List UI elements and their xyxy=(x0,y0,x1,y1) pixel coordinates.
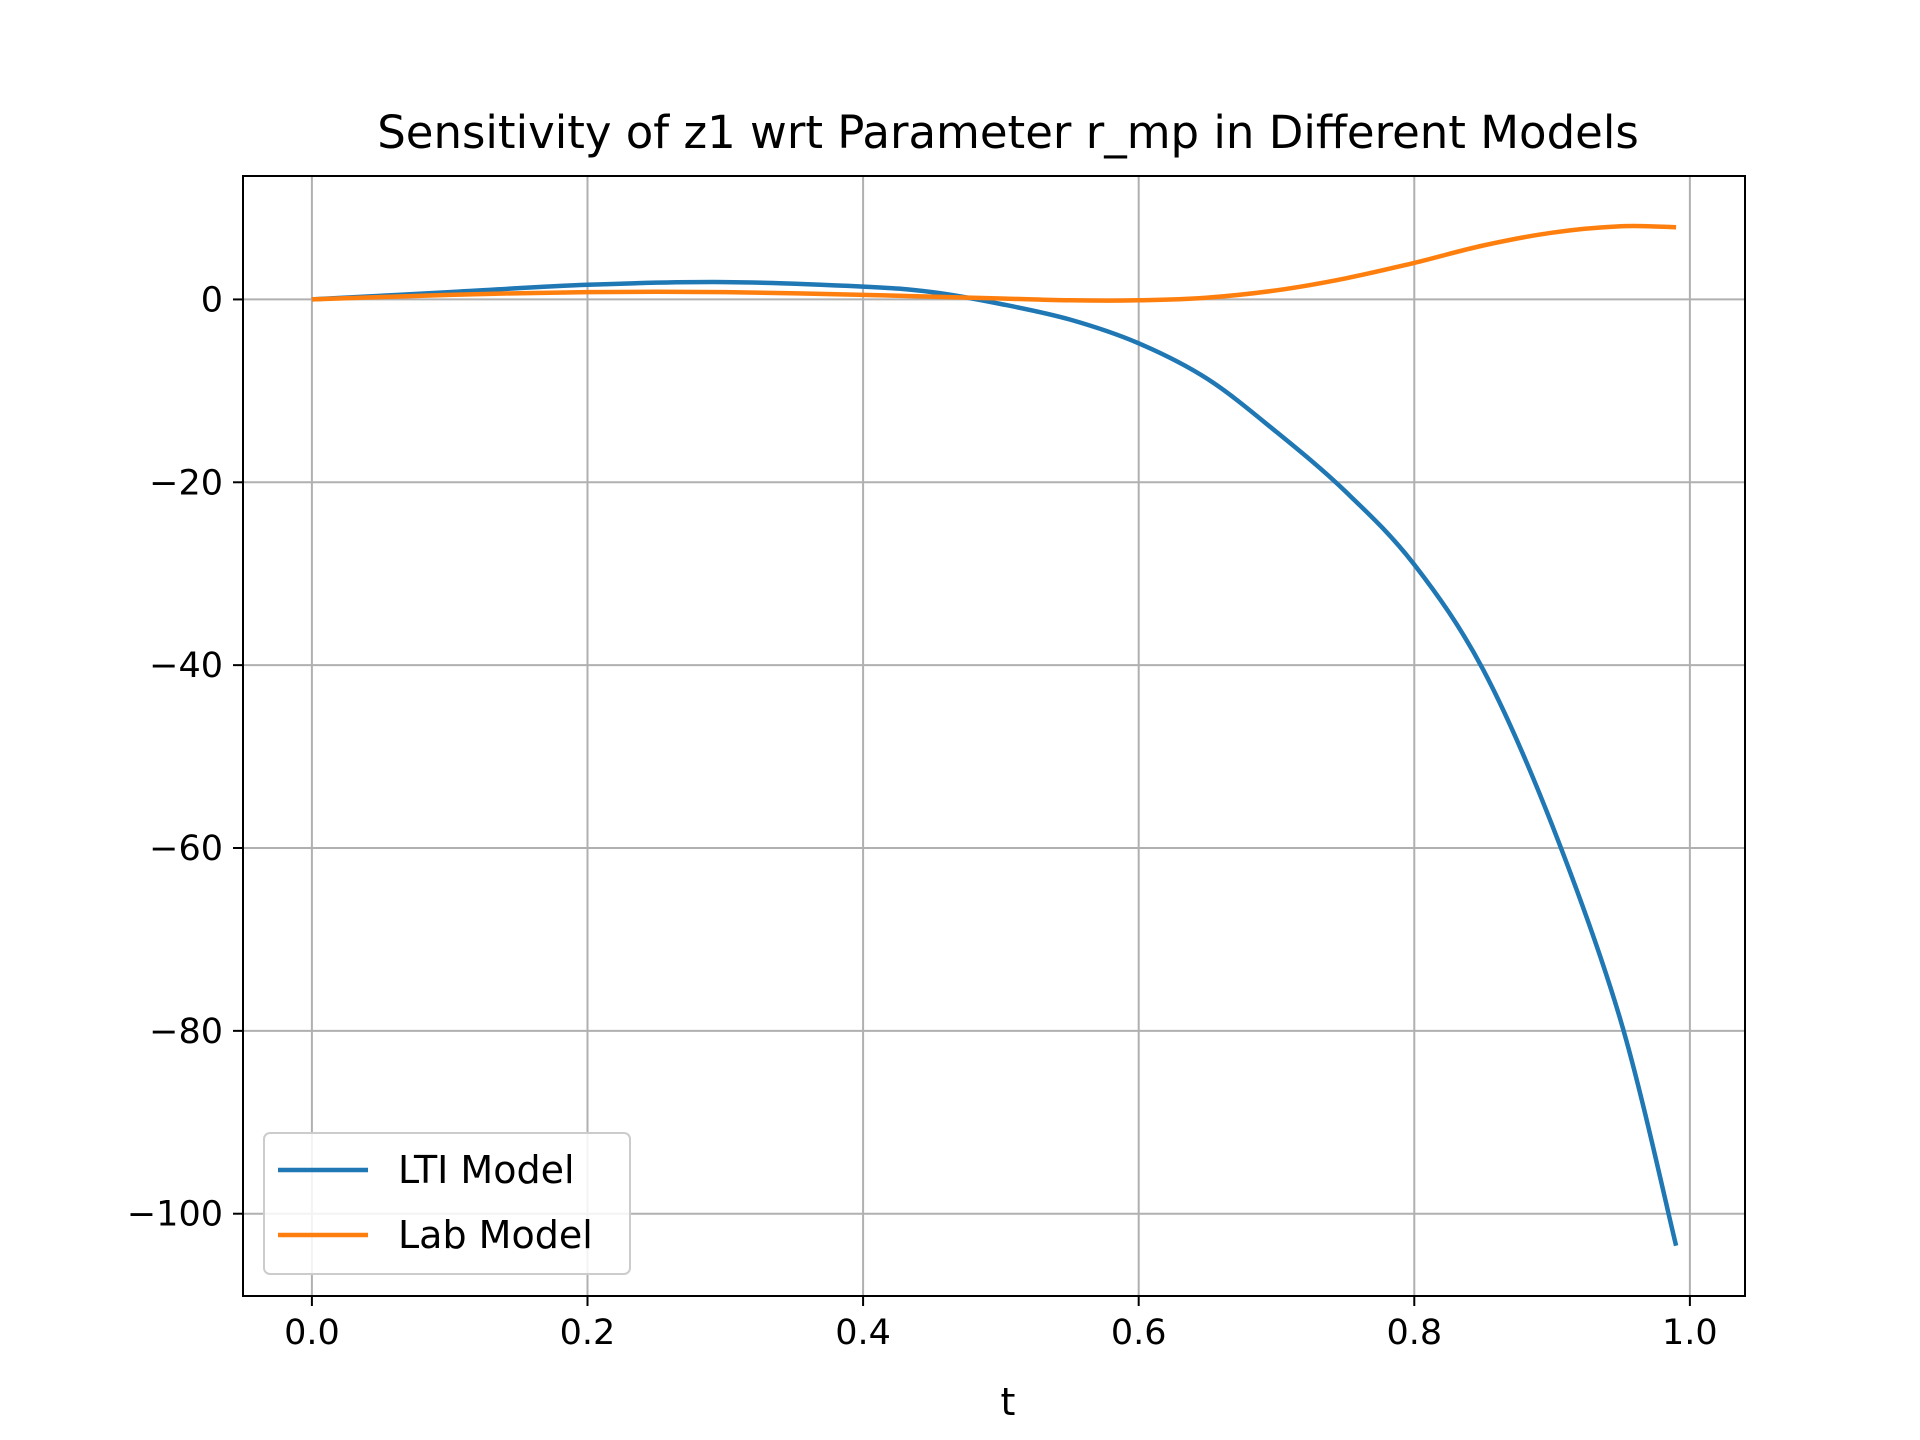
series-lines xyxy=(311,223,1679,1247)
x-tick-label: 0.0 xyxy=(284,1313,340,1353)
x-axis-label: t xyxy=(1001,1380,1016,1424)
legend: LTI Model Lab Model xyxy=(263,1132,631,1275)
y-tick-label: −40 xyxy=(149,646,223,686)
y-tick-label: −100 xyxy=(127,1195,223,1235)
series-line-lti-model xyxy=(311,279,1679,1247)
x-tick-label: 1.0 xyxy=(1662,1313,1718,1353)
chart-title: Sensitivity of z1 wrt Parameter r_mp in … xyxy=(377,106,1639,159)
x-tick-label: 0.6 xyxy=(1111,1313,1167,1353)
legend-label: LTI Model xyxy=(398,1148,575,1192)
series-line-lab-model xyxy=(311,223,1677,303)
x-tick-label: 0.2 xyxy=(560,1313,616,1353)
x-tick-label: 0.4 xyxy=(835,1313,891,1353)
grid xyxy=(243,176,1745,1296)
axis-ticks: 0.0 0.2 0.4 0.6 0.8 1.0 0 −20 −40 −60 −80 −100 xyxy=(127,280,1718,1353)
plot-frame xyxy=(242,175,1746,1297)
y-tick-label: −80 xyxy=(149,1012,223,1052)
y-tick-label: 0 xyxy=(201,280,223,320)
legend-label: Lab Model xyxy=(398,1213,593,1257)
x-tick-label: 0.8 xyxy=(1386,1313,1442,1353)
y-tick-label: −20 xyxy=(149,463,223,503)
y-tick-label: −60 xyxy=(149,829,223,869)
